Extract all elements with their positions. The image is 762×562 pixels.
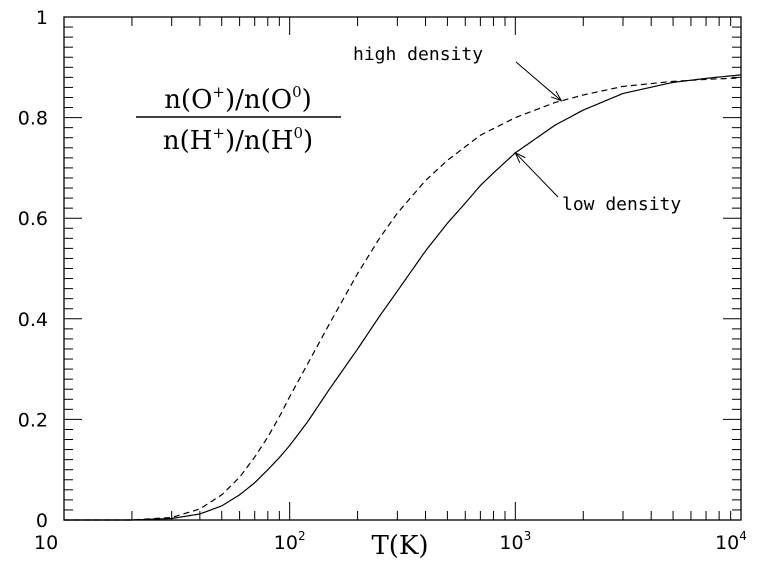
ratio-label: n(O+)/n(O0) n(H+)/n(H0) (136, 83, 341, 156)
x-tick-labels: 10 102 103 104 (34, 529, 747, 554)
y-tick-label: 0.8 (18, 108, 48, 130)
series-line-high-density (64, 77, 742, 521)
x-axis-label: T(K) (371, 531, 428, 561)
x-tick-label: 104 (715, 529, 747, 554)
y-tick-label: 0.6 (18, 208, 48, 230)
annotation-arrowhead (550, 90, 563, 102)
series-line-low-density (64, 74, 742, 521)
y-tick-label: 0.2 (18, 409, 48, 431)
x-tick-label: 102 (274, 529, 306, 554)
y-tick-label: 1 (36, 7, 48, 29)
curves (64, 74, 742, 521)
y-tick-labels: 0 0.2 0.4 0.6 0.8 1 (18, 7, 48, 532)
annotation-high-density: high density (353, 44, 483, 65)
y-tick-label: 0.4 (18, 309, 48, 331)
x-tick-label: 10 (34, 532, 58, 554)
annotation-arrow-line (514, 152, 559, 198)
ratio-denominator: n(H+)/n(H0) (163, 124, 313, 156)
ratio-numerator: n(O+)/n(O0) (164, 83, 312, 115)
y-tick-label: 0 (36, 510, 48, 532)
axis-ticks (63, 17, 741, 520)
annotation-arrow-line (515, 61, 562, 102)
annotation-low-density: low density (562, 194, 681, 215)
x-tick-label: 103 (499, 529, 531, 554)
annotation-arrows (514, 61, 563, 198)
annotation-arrowhead (514, 151, 526, 164)
